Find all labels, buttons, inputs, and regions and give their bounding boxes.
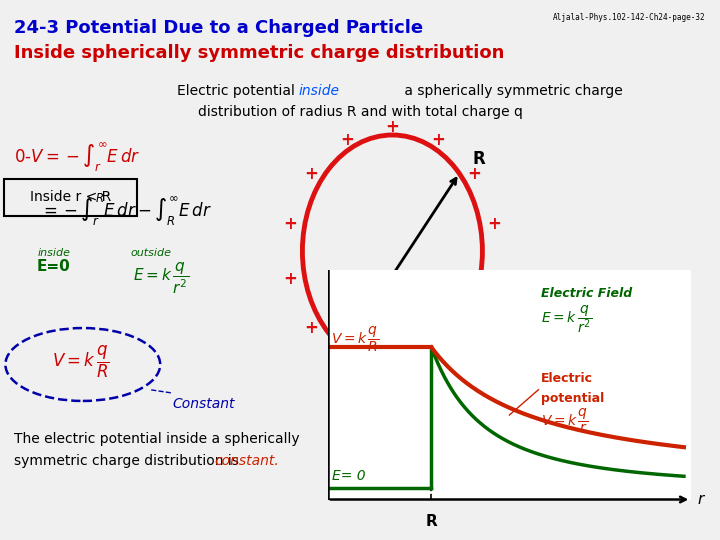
Text: +: + xyxy=(385,118,400,137)
Text: outside: outside xyxy=(131,248,171,259)
Text: potential: potential xyxy=(541,392,604,404)
Text: $= -\int_{r}^{R} E\,dr - \int_{R}^{\infty} E\,dr$: $= -\int_{r}^{R} E\,dr - \int_{R}^{\inft… xyxy=(40,192,212,228)
Text: +: + xyxy=(431,354,445,372)
Text: +: + xyxy=(467,319,481,337)
Text: $V=k\,\dfrac{q}{r}$: $V=k\,\dfrac{q}{r}$ xyxy=(541,407,588,435)
Text: $E=k\,\dfrac{q}{r^2}$: $E=k\,\dfrac{q}{r^2}$ xyxy=(133,260,189,296)
Text: +: + xyxy=(431,131,445,149)
Text: E=0: E=0 xyxy=(37,259,71,274)
Text: The electric potential inside a spherically: The electric potential inside a spherica… xyxy=(14,432,300,446)
Text: distribution of radius R and with total charge q: distribution of radius R and with total … xyxy=(197,105,523,119)
Text: Constant: Constant xyxy=(173,397,235,411)
Text: +: + xyxy=(487,269,501,288)
Text: symmetric charge distribution is: symmetric charge distribution is xyxy=(14,454,243,468)
Text: Inside spherically symmetric charge distribution: Inside spherically symmetric charge dist… xyxy=(14,44,505,62)
Text: +: + xyxy=(284,214,297,233)
Text: inside: inside xyxy=(299,84,340,98)
Text: R: R xyxy=(472,150,485,168)
Text: Inside r < R: Inside r < R xyxy=(30,190,111,204)
Text: E= 0: E= 0 xyxy=(332,469,365,483)
FancyBboxPatch shape xyxy=(4,179,137,216)
Text: R: R xyxy=(426,514,437,529)
Text: +: + xyxy=(487,214,501,233)
Text: Aljalal-Phys.102-142-Ch24-page-32: Aljalal-Phys.102-142-Ch24-page-32 xyxy=(553,14,706,23)
Text: +: + xyxy=(304,165,318,183)
Text: r: r xyxy=(698,492,703,507)
Text: $V =k\,\dfrac{q}{R}$: $V =k\,\dfrac{q}{R}$ xyxy=(52,343,109,380)
Text: Electric potential: Electric potential xyxy=(176,84,299,98)
Text: $E=k\,\dfrac{q}{r^2}$: $E=k\,\dfrac{q}{r^2}$ xyxy=(541,303,592,335)
Text: $0\text{-}V = -\int_{r}^{\infty} E\,dr$: $0\text{-}V = -\int_{r}^{\infty} E\,dr$ xyxy=(14,140,141,174)
Text: +: + xyxy=(385,366,400,384)
Text: inside: inside xyxy=(37,248,71,259)
Text: +: + xyxy=(467,165,481,183)
Text: +: + xyxy=(304,319,318,337)
Text: +: + xyxy=(284,269,297,288)
Text: $V=k\,\dfrac{q}{R}$: $V=k\,\dfrac{q}{R}$ xyxy=(330,325,379,354)
Text: +: + xyxy=(340,354,354,372)
Text: Electric: Electric xyxy=(541,372,593,385)
Text: a spherically symmetric charge: a spherically symmetric charge xyxy=(400,84,622,98)
Text: +: + xyxy=(340,131,354,149)
Text: Electric Field: Electric Field xyxy=(541,287,632,300)
Text: constant.: constant. xyxy=(215,454,279,468)
Text: 24-3 Potential Due to a Charged Particle: 24-3 Potential Due to a Charged Particle xyxy=(14,19,423,37)
